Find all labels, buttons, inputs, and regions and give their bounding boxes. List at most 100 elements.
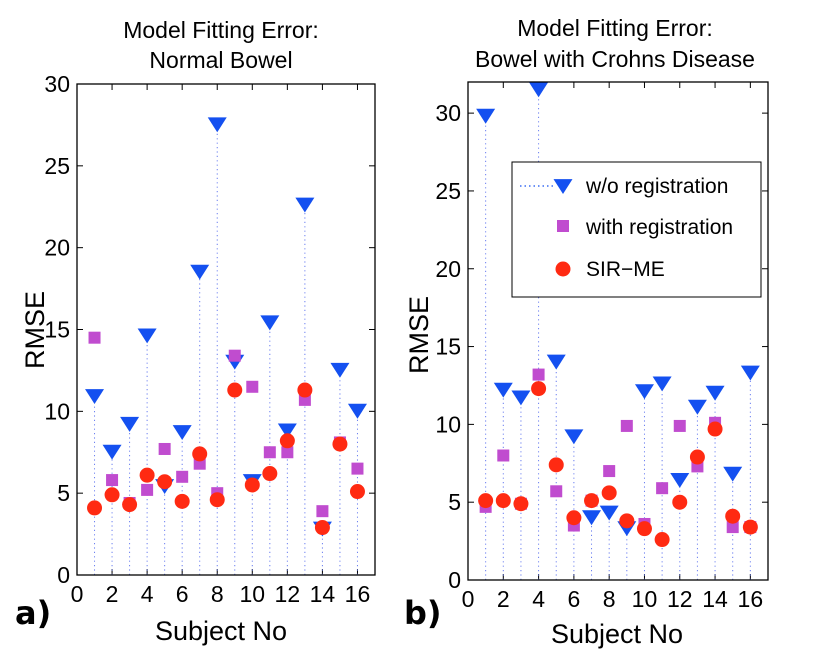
point-with-registration bbox=[532, 368, 545, 381]
point-sir-me bbox=[262, 466, 278, 482]
point-w-o-registration bbox=[295, 197, 315, 213]
point-w-o-registration bbox=[634, 384, 654, 400]
point-with-registration bbox=[106, 474, 119, 487]
point-sir-me bbox=[725, 508, 741, 524]
point-w-o-registration bbox=[511, 390, 531, 406]
point-w-o-registration bbox=[670, 472, 690, 488]
point-with-registration bbox=[351, 462, 364, 475]
point-sir-me bbox=[619, 513, 635, 529]
data-points bbox=[476, 82, 760, 548]
y-axis-label: RMSE bbox=[20, 291, 50, 369]
x-tick-label: 10 bbox=[239, 581, 265, 607]
point-w-o-registration bbox=[564, 429, 584, 445]
panel-a: Model Fitting Error: Normal Bowel RMSE S… bbox=[15, 17, 376, 646]
point-sir-me bbox=[742, 519, 758, 535]
point-w-o-registration bbox=[260, 315, 280, 331]
title-line-1: Model Fitting Error: bbox=[123, 17, 319, 43]
point-with-registration bbox=[550, 485, 563, 498]
point-w-o-registration bbox=[330, 362, 350, 378]
point-w-o-registration bbox=[493, 382, 513, 398]
point-with-registration bbox=[281, 446, 294, 459]
point-sir-me bbox=[244, 477, 260, 493]
y-tick-label: 20 bbox=[44, 235, 70, 261]
y-axis-label: RMSE bbox=[404, 296, 434, 374]
point-w-o-registration bbox=[476, 108, 496, 124]
legend-text-wo-registration: w/o registration bbox=[585, 175, 728, 198]
point-w-o-registration bbox=[347, 403, 367, 419]
x-tick-label: 12 bbox=[667, 586, 693, 612]
point-w-o-registration bbox=[85, 389, 105, 404]
panel-b: Model Fitting Error: Bowel with Crohns D… bbox=[404, 15, 769, 649]
plot-frame bbox=[76, 83, 376, 576]
point-sir-me bbox=[689, 449, 705, 465]
y-tick-label: 30 bbox=[44, 71, 70, 97]
point-w-o-registration bbox=[190, 264, 210, 280]
point-w-o-registration bbox=[652, 376, 672, 392]
point-w-o-registration bbox=[102, 444, 122, 460]
point-with-registration bbox=[158, 442, 171, 455]
point-w-o-registration bbox=[137, 328, 157, 344]
x-tick-label: 4 bbox=[532, 586, 545, 612]
x-tick-label: 8 bbox=[603, 586, 616, 612]
y-tick-label: 10 bbox=[44, 398, 70, 424]
y-tick-label: 5 bbox=[448, 489, 461, 515]
x-tick-label: 16 bbox=[738, 586, 764, 612]
point-with-registration bbox=[176, 470, 189, 483]
panel-label: b) bbox=[404, 594, 442, 632]
point-sir-me bbox=[548, 457, 564, 473]
plot-frame bbox=[467, 81, 769, 581]
point-w-o-registration bbox=[705, 385, 725, 401]
point-sir-me bbox=[349, 484, 365, 500]
point-w-o-registration bbox=[546, 354, 566, 370]
x-tick-label: 0 bbox=[71, 581, 84, 607]
legend-text-sir-me: SIR−ME bbox=[586, 258, 665, 281]
x-axis-label: Subject No bbox=[155, 616, 287, 646]
title-line-2: Normal Bowel bbox=[149, 47, 292, 73]
y-tick-label: 25 bbox=[435, 178, 461, 204]
point-w-o-registration bbox=[687, 399, 707, 415]
x-tick-label: 14 bbox=[310, 581, 336, 607]
point-sir-me bbox=[495, 493, 511, 509]
point-with-registration bbox=[497, 449, 510, 462]
x-tick-label: 10 bbox=[632, 586, 658, 612]
point-with-registration bbox=[246, 380, 259, 393]
point-w-o-registration bbox=[599, 505, 619, 521]
point-with-registration bbox=[228, 349, 241, 362]
point-sir-me bbox=[478, 493, 494, 509]
y-tick-label: 25 bbox=[44, 153, 70, 179]
point-w-o-registration bbox=[172, 425, 192, 440]
point-w-o-registration bbox=[207, 117, 227, 133]
point-sir-me bbox=[157, 474, 173, 490]
point-with-registration bbox=[316, 505, 329, 518]
data-points bbox=[85, 117, 367, 537]
panel-label: a) bbox=[15, 594, 51, 632]
point-sir-me bbox=[87, 500, 103, 516]
point-sir-me bbox=[139, 467, 155, 483]
point-with-registration bbox=[88, 331, 101, 344]
legend-entry-with-registration: with registration bbox=[557, 216, 733, 239]
y-tick-label: 5 bbox=[57, 480, 70, 506]
point-w-o-registration bbox=[277, 423, 297, 439]
legend-text-with-registration: with registration bbox=[585, 216, 733, 239]
x-tick-label: 14 bbox=[702, 586, 728, 612]
x-tick-label: 6 bbox=[567, 586, 580, 612]
legend: w/o registration with registration SIR−M… bbox=[511, 161, 762, 298]
point-w-o-registration bbox=[529, 82, 549, 98]
x-tick-label: 8 bbox=[211, 581, 224, 607]
point-sir-me bbox=[531, 381, 547, 397]
y-tick-label: 30 bbox=[435, 100, 461, 126]
point-sir-me bbox=[279, 433, 295, 449]
y-tick-label: 10 bbox=[435, 411, 461, 437]
point-w-o-registration bbox=[723, 466, 743, 482]
x-tick-label: 16 bbox=[345, 581, 371, 607]
x-tick-label: 4 bbox=[141, 581, 154, 607]
x-tick-label: 0 bbox=[462, 586, 475, 612]
y-tick-label: 15 bbox=[44, 317, 70, 343]
legend-entry-wo-registration: w/o registration bbox=[520, 175, 728, 198]
legend-entry-sir-me: SIR−ME bbox=[555, 258, 665, 281]
title-line-1: Model Fitting Error: bbox=[517, 15, 713, 41]
y-tick-label: 0 bbox=[448, 567, 461, 593]
y-tick-label: 15 bbox=[435, 334, 461, 360]
